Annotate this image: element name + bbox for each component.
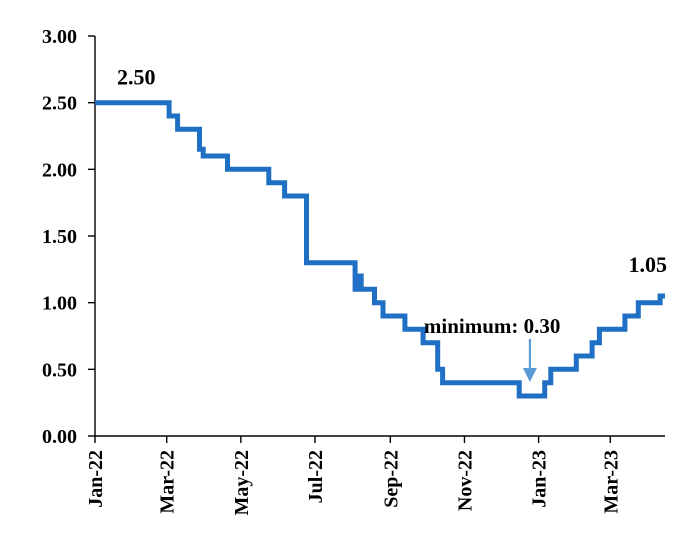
y-tick-label: 2.50: [42, 93, 77, 115]
x-tick-label: Sep-22: [380, 450, 402, 508]
y-tick-label: 1.00: [42, 293, 77, 315]
x-tick-label: Jan-23: [529, 450, 551, 508]
data-label-end: 1.05: [629, 252, 668, 277]
y-tick-label: 3.00: [42, 26, 77, 48]
y-axis-ticks: 0.00 0.50 1.00 1.50 2.00 2.50 3.00: [42, 26, 95, 448]
y-tick-label: 0.50: [42, 359, 77, 381]
series-line: [95, 100, 665, 399]
minimum-annotation-text: minimum: 0.30: [424, 314, 560, 338]
x-tick-label: Jan-22: [85, 450, 107, 508]
x-tick-label: Mar-22: [157, 450, 179, 514]
minimum-annotation-arrow: [522, 339, 537, 382]
axes: 0.00 0.50 1.00 1.50 2.00 2.50 3.00 Jan-22 Mar-2…: [42, 26, 665, 516]
x-tick-label: Nov-22: [454, 450, 476, 511]
y-tick-label: 1.50: [42, 226, 77, 248]
y-tick-label: 2.00: [42, 159, 77, 181]
x-tick-label: Jul-22: [305, 450, 327, 503]
data-label-start: 2.50: [117, 65, 156, 90]
arrow-head: [522, 368, 537, 382]
x-tick-label: May-22: [231, 450, 253, 516]
x-axis-ticks: Jan-22 Mar-22 May-22 Jul-22 Sep-22 Nov-22 Jan-…: [85, 436, 622, 516]
x-tick-label: Mar-23: [600, 450, 622, 514]
y-tick-label: 0.00: [42, 426, 77, 448]
